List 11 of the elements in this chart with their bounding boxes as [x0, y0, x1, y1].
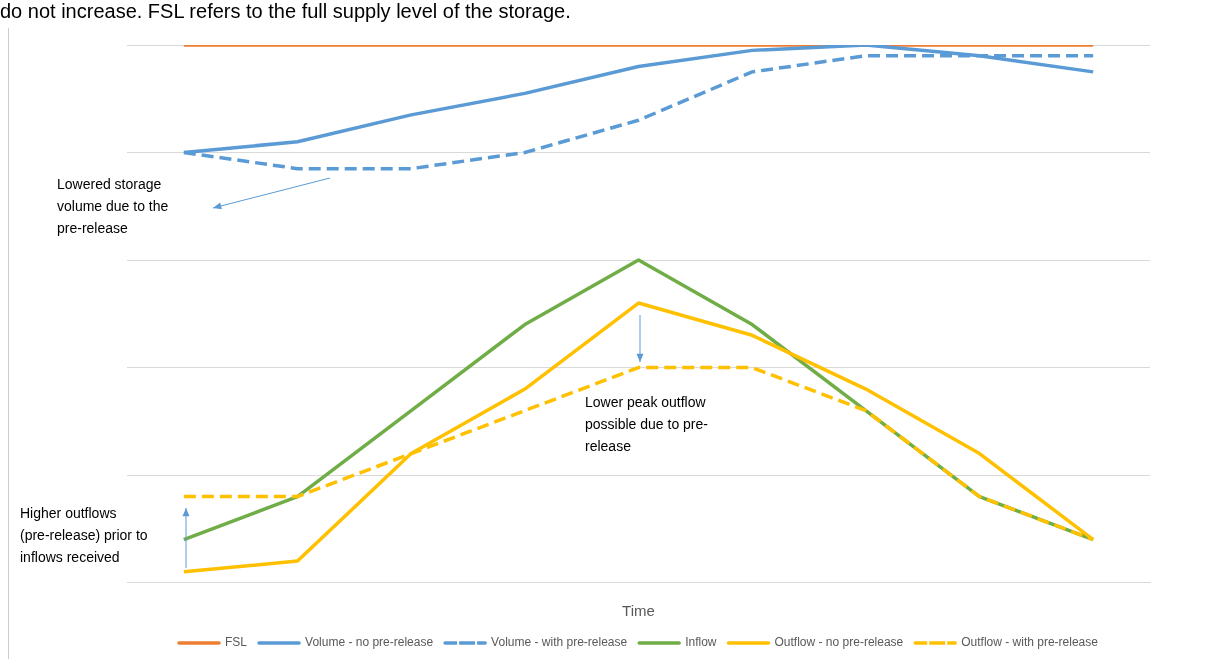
legend-label: Inflow	[685, 635, 717, 650]
annotation: Lowered storage volume due to the pre-release	[57, 175, 169, 236]
annotation: Higher outflows (pre-release) prior to inflows received	[20, 504, 148, 565]
x-axis-title: Time	[622, 602, 655, 620]
text: do not increase. FSL refers to the full supply level of the storage.	[0, 0, 571, 23]
legend-label: Volume - with pre-release	[491, 635, 628, 650]
legend-label: Outflow - no pre-release	[774, 635, 904, 650]
legend-label: Outflow - with pre-release	[961, 635, 1099, 650]
legend-label: FSL	[225, 635, 248, 650]
legend-label: Volume - no pre-release	[305, 635, 434, 650]
annotation: Lower peak outflow possible due to pre-release	[585, 393, 709, 454]
